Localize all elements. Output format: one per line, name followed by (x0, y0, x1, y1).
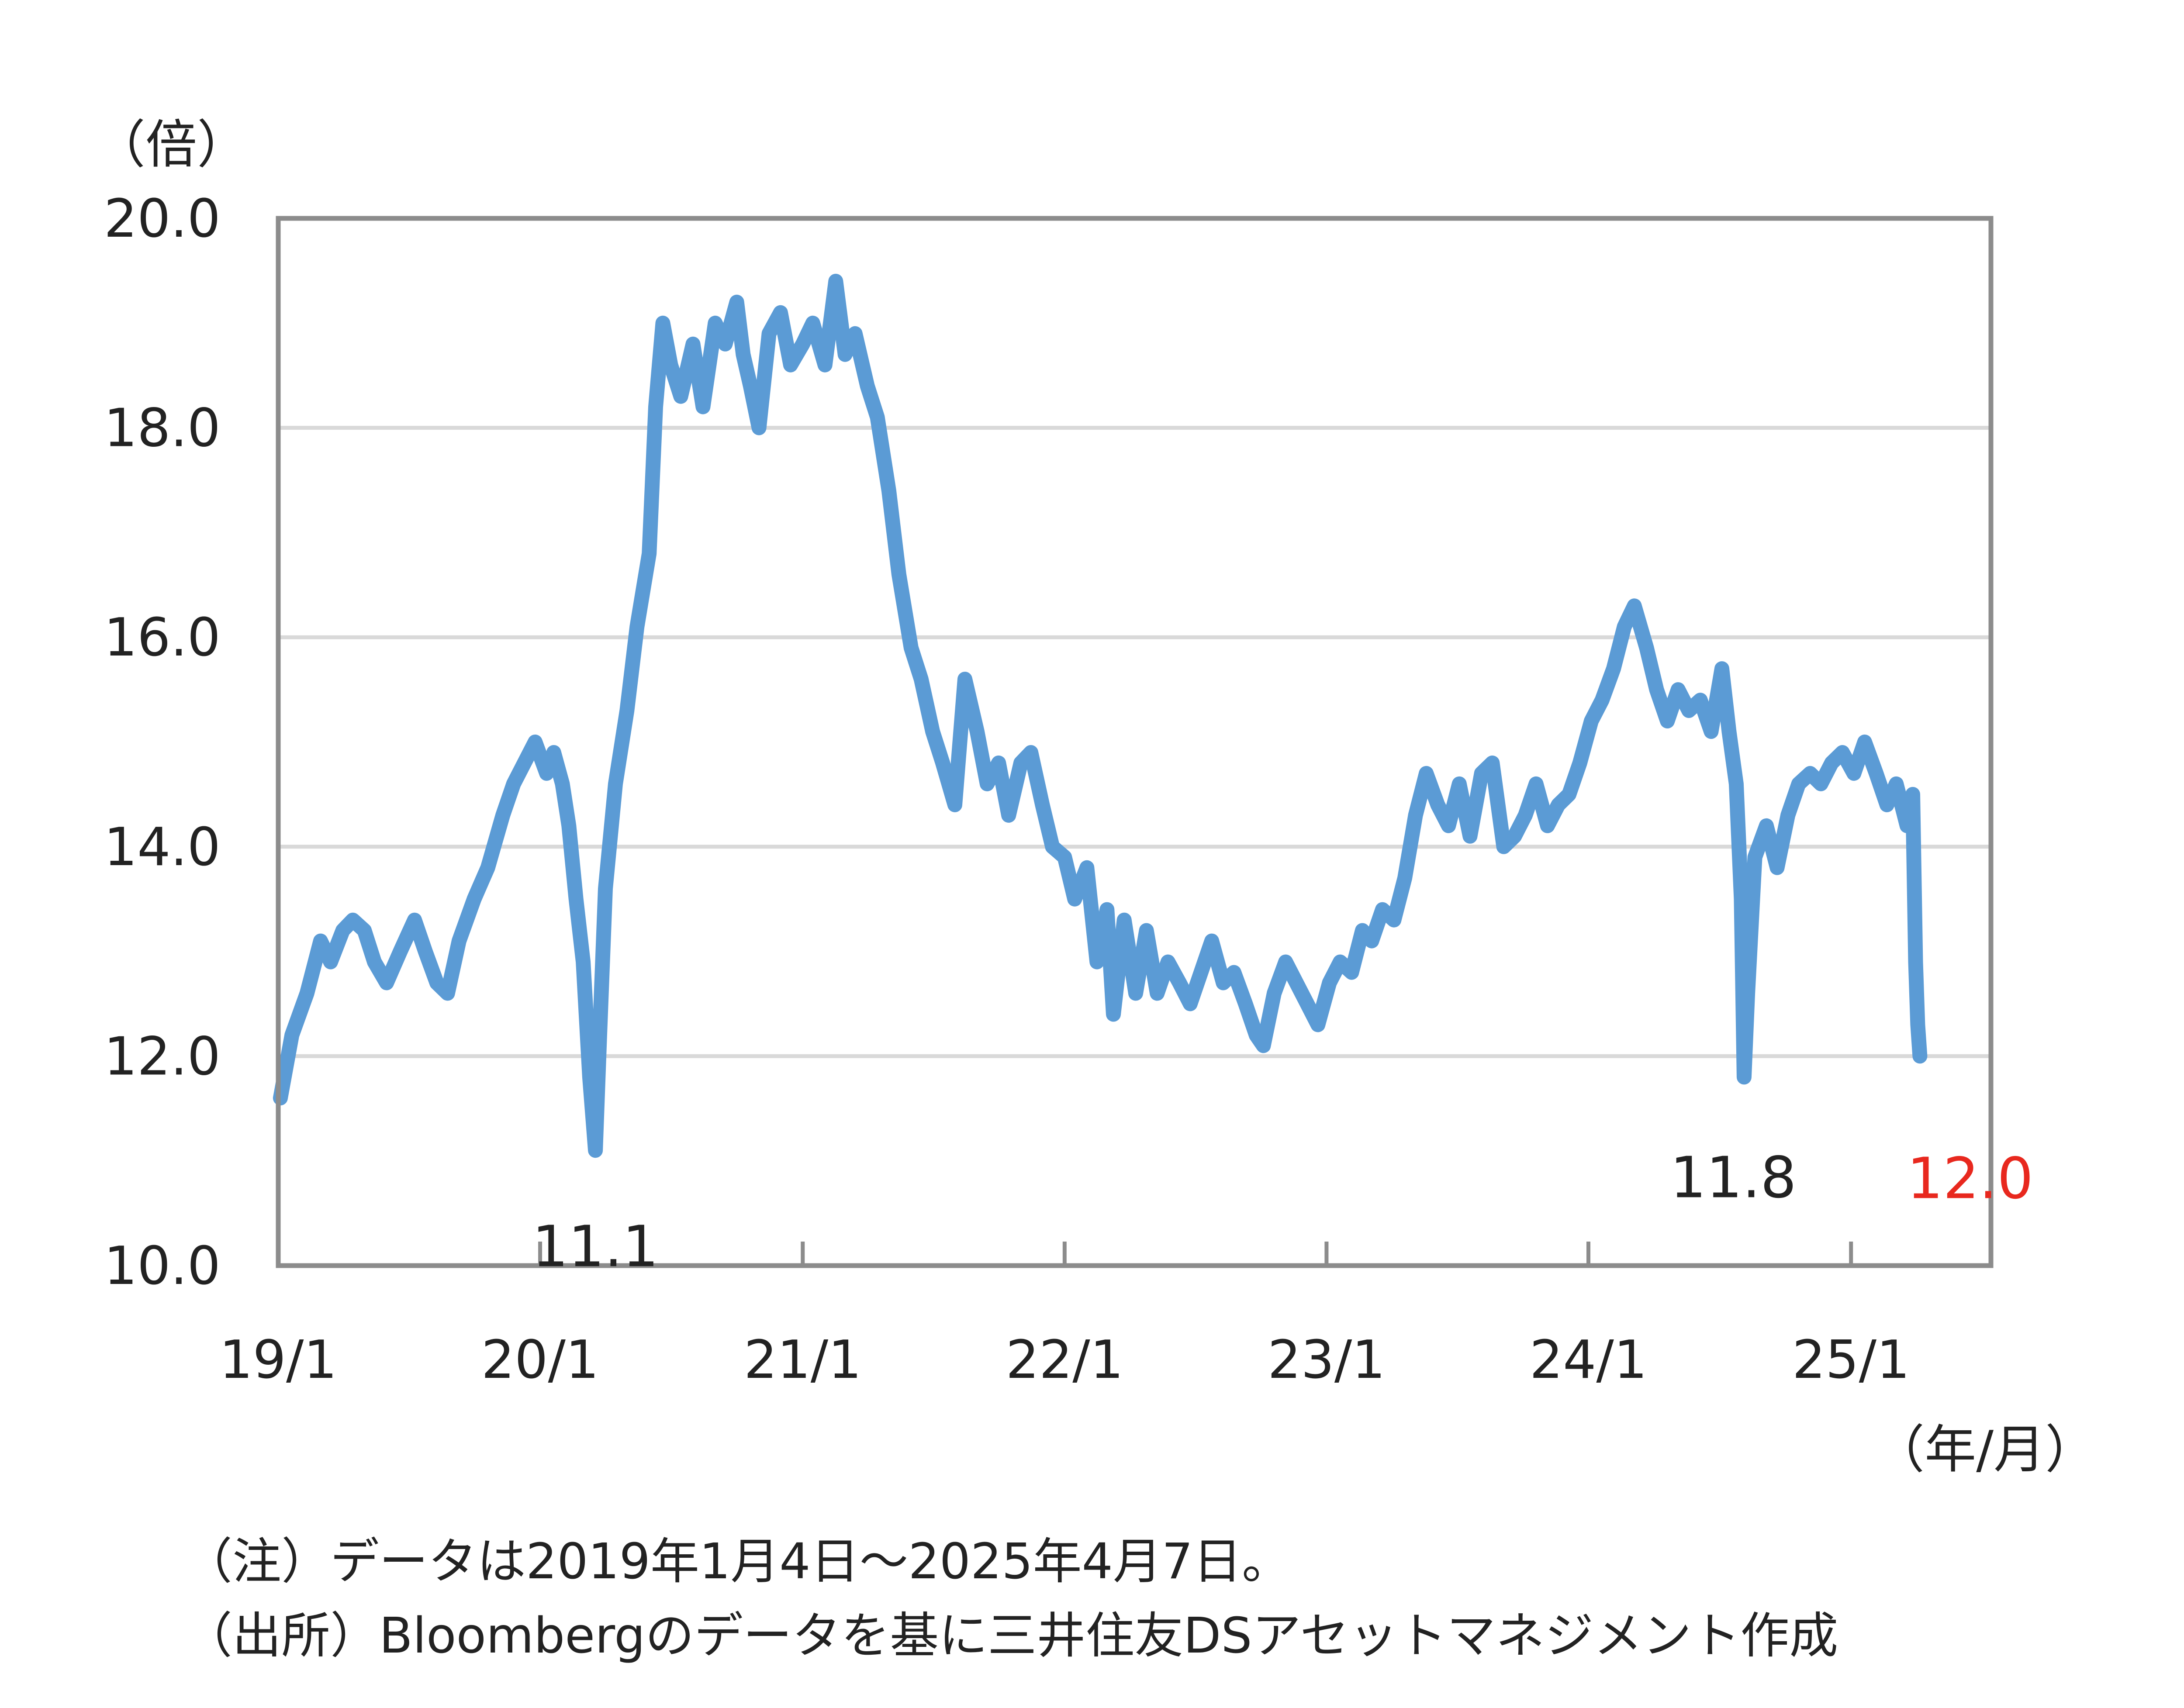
x-tick-label: 21/1 (744, 1330, 861, 1391)
annotation-label: 11.8 (1670, 1144, 1796, 1211)
x-tick-marks (538, 1242, 1853, 1266)
series-line (273, 273, 1928, 1158)
y-tick-label: 16.0 (104, 607, 221, 668)
y-tick-label: 10.0 (104, 1236, 221, 1297)
x-tick-label: 20/1 (481, 1330, 599, 1391)
x-unit-label: （年/月） (1873, 1419, 2097, 1480)
x-tick-label: 24/1 (1530, 1330, 1647, 1391)
series-group (273, 273, 1928, 1158)
annotation-label: 11.1 (532, 1213, 658, 1280)
source-text: （出所）Bloombergのデータを基に三井住友DSアセットマネジメント作成 (183, 1608, 1838, 1664)
x-tick-label: 19/1 (219, 1330, 337, 1391)
y-tick-label: 20.0 (104, 189, 221, 249)
x-tick-label: 25/1 (1792, 1330, 1910, 1391)
y-tick-label: 12.0 (104, 1026, 221, 1087)
annotations: 11.1 11.8 12.0 (532, 1144, 2033, 1280)
y-unit-label: （倍） (94, 114, 249, 175)
note-text: （注）データは2019年1月4日～2025年4月7日。 (183, 1533, 1291, 1590)
y-tick-label: 18.0 (104, 398, 221, 459)
plot-frame (276, 216, 1994, 1268)
y-tick-labels: 10.0 12.0 14.0 16.0 18.0 20.0 (104, 189, 221, 1297)
x-tick-labels: 19/1 20/1 21/1 22/1 23/1 24/1 25/1 (219, 1330, 1910, 1391)
annotation-label: 12.0 (1907, 1145, 2033, 1211)
y-tick-label: 14.0 (104, 817, 221, 878)
x-tick-label: 23/1 (1268, 1330, 1385, 1391)
x-tick-label: 22/1 (1006, 1330, 1123, 1391)
